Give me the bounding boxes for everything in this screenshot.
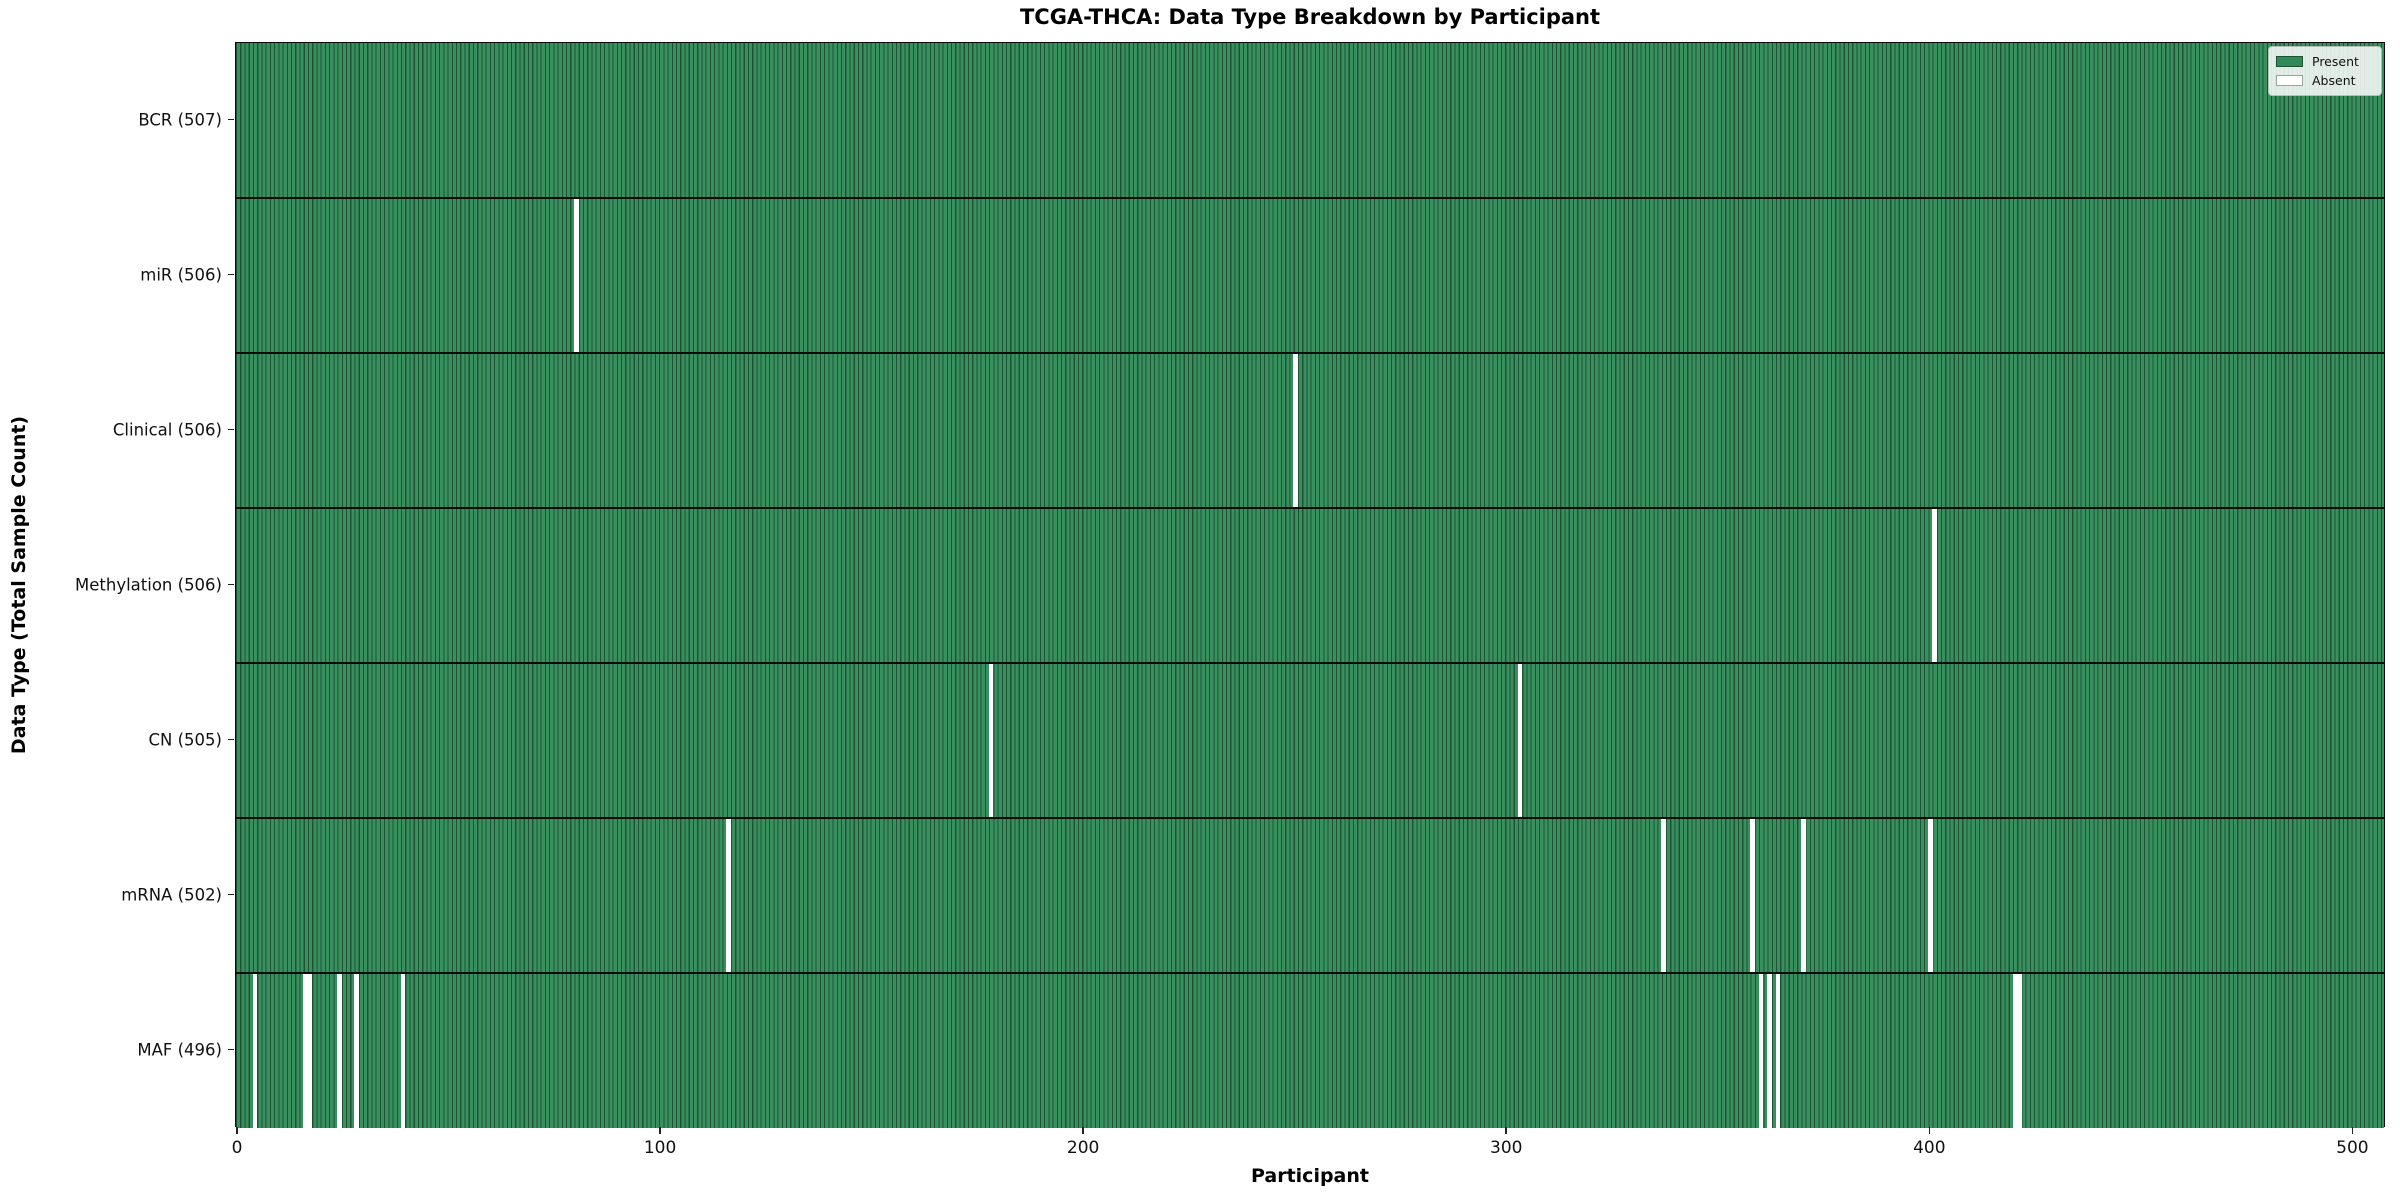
row-divider xyxy=(236,972,2384,974)
absent-gap xyxy=(1293,353,1299,508)
y-tick-mark xyxy=(228,583,234,586)
y-tick-mark xyxy=(228,893,234,896)
x-tick-mark xyxy=(236,1127,238,1134)
absent-gap xyxy=(400,973,406,1128)
x-tick-label: 100 xyxy=(643,1138,677,1158)
absent-gap xyxy=(1661,818,1667,973)
y-tick-label: CN (505) xyxy=(148,730,222,749)
x-tick-label: 400 xyxy=(1913,1138,1946,1158)
legend-entry: Present xyxy=(2276,52,2374,71)
y-tick-label: miR (506) xyxy=(140,265,222,284)
legend-label: Present xyxy=(2312,54,2359,69)
chart-title: TCGA-THCA: Data Type Breakdown by Partic… xyxy=(1019,5,1601,29)
y-tick-mark xyxy=(228,428,234,431)
x-tick-mark xyxy=(1082,1127,1084,1134)
y-tick-label: mRNA (502) xyxy=(121,885,222,904)
row-divider xyxy=(236,507,2384,509)
absent-gap xyxy=(726,818,732,973)
absent-gap xyxy=(307,973,313,1128)
x-tick-mark xyxy=(1928,1127,1931,1134)
y-tick-label: Clinical (506) xyxy=(112,420,222,439)
y-tick-mark xyxy=(228,738,234,741)
absent-gap xyxy=(2016,973,2022,1128)
heatmap-row xyxy=(236,663,2384,818)
absent-gap xyxy=(1932,508,1937,663)
heatmap-row xyxy=(236,508,2384,663)
absent-gap xyxy=(337,973,342,1128)
y-tick-label: BCR (507) xyxy=(138,110,222,129)
absent-gap xyxy=(1775,973,1781,1128)
row-divider xyxy=(236,352,2384,354)
absent-gap xyxy=(1767,973,1772,1128)
x-tick-label: 200 xyxy=(1066,1138,1100,1158)
absent-gap xyxy=(1927,818,1933,973)
absent-gap xyxy=(354,973,359,1128)
legend-label: Absent xyxy=(2312,73,2356,88)
legend: Present Absent xyxy=(2268,46,2382,96)
absent-gap xyxy=(1758,973,1764,1128)
y-tick-mark xyxy=(228,118,234,121)
row-divider xyxy=(236,662,2384,664)
heatmap-row xyxy=(236,973,2384,1128)
y-tick-label: MAF (496) xyxy=(137,1040,222,1059)
heatmap-row xyxy=(236,43,2384,198)
x-tick-label: 300 xyxy=(1490,1138,1523,1158)
heatmap-row xyxy=(236,198,2384,353)
x-tick-mark xyxy=(2351,1127,2354,1134)
x-axis-title: Participant xyxy=(1250,1165,1369,1187)
x-tick-mark xyxy=(659,1127,661,1134)
y-tick-mark xyxy=(228,1048,234,1051)
absent-gap xyxy=(1801,818,1806,973)
absent-gap xyxy=(988,663,994,818)
x-tick-mark xyxy=(1505,1127,1508,1134)
legend-entry: Absent xyxy=(2276,71,2374,90)
heatmap-row xyxy=(236,353,2384,508)
absent-gap xyxy=(574,198,579,353)
y-tick-mark xyxy=(228,273,234,276)
plot-area xyxy=(235,42,2385,1128)
absent-gap xyxy=(252,973,258,1128)
absent-gap xyxy=(1750,818,1755,973)
absent-gap xyxy=(2012,973,2018,1128)
legend-swatch-absent xyxy=(2276,75,2303,86)
legend-swatch-present xyxy=(2276,56,2303,67)
row-divider xyxy=(236,197,2384,199)
x-tick-label: 500 xyxy=(2336,1138,2369,1158)
absent-gap xyxy=(303,973,309,1128)
absent-gap xyxy=(1517,663,1523,818)
x-tick-label: 0 xyxy=(231,1138,243,1158)
heatmap-row xyxy=(236,818,2384,973)
row-divider xyxy=(236,817,2384,819)
y-tick-label: Methylation (506) xyxy=(75,575,222,594)
